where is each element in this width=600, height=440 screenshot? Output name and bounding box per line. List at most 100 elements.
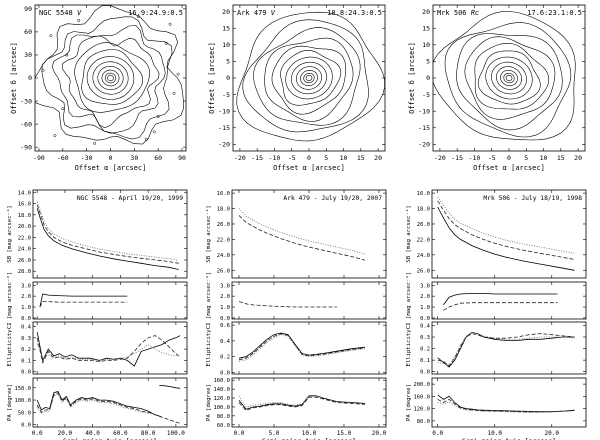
series-ellipticity-dashed bbox=[36, 335, 181, 364]
y-tick-label: 50.0 bbox=[18, 410, 31, 416]
panel-frame bbox=[231, 281, 387, 320]
contour-line bbox=[285, 56, 333, 100]
y-tick-label: 2.0 bbox=[420, 294, 430, 300]
y-tick-label: 0 bbox=[28, 74, 32, 82]
contour-line bbox=[485, 56, 533, 100]
noise-contour bbox=[53, 134, 57, 138]
x-tick-label: 0.0 bbox=[234, 430, 245, 437]
y-tick-label: 20 bbox=[422, 8, 430, 16]
y-tick-label: -10 bbox=[418, 107, 430, 115]
y-tick-label: 120.0 bbox=[413, 407, 430, 413]
contour-line bbox=[97, 66, 124, 90]
contour-line bbox=[86, 56, 135, 100]
y-tick-label: 15 bbox=[422, 24, 430, 32]
contour-line bbox=[495, 66, 523, 90]
x-tick-label: 10.0 bbox=[302, 430, 317, 437]
y-tick-label: 140.0 bbox=[213, 387, 230, 393]
noise-contour bbox=[156, 114, 160, 118]
y-tick-label: 16.0 bbox=[18, 202, 31, 208]
y-tick-label: 0.3 bbox=[21, 336, 31, 342]
y-tick-label: 200.0 bbox=[413, 382, 430, 388]
contour-line bbox=[290, 61, 328, 95]
series-group bbox=[437, 331, 575, 368]
y-tick-label: 100.0 bbox=[213, 405, 230, 411]
series-pa-solid bbox=[437, 394, 575, 413]
contour-line bbox=[264, 37, 354, 122]
series-pa-solid bbox=[36, 391, 163, 418]
contour-line bbox=[491, 61, 527, 95]
y-tick-label: 60.0 bbox=[217, 423, 230, 429]
panel-ci: 0.0 1.0 2.0 3.0 CI [mag arcsec⁻²] bbox=[405, 272, 587, 329]
y-tick-label: 30 bbox=[24, 51, 32, 59]
profile-column-ark479: 16.0 18.0 20.0 22.0 24.0 26.0 SB [mag arcsec⁻²… bbox=[205, 189, 387, 440]
y-tick-label: 0.0 bbox=[21, 370, 31, 376]
series-pa-dotted bbox=[36, 393, 149, 415]
galaxy-label: NGC 5548 V bbox=[39, 9, 82, 17]
y-axis-label: SB [mag arcsec⁻²] bbox=[6, 205, 13, 262]
contour-line bbox=[505, 75, 513, 81]
y-axis-label: Offset δ [arcsec] bbox=[10, 42, 18, 114]
panel-frame bbox=[431, 321, 587, 375]
series-pa-dashed bbox=[238, 396, 366, 411]
x-tick-label: 20.0 bbox=[372, 430, 387, 437]
x-tick-label: 10.0 bbox=[488, 430, 503, 437]
galaxy-label: Ark 479 V bbox=[237, 9, 276, 17]
y-tick-label: 80.0 bbox=[417, 419, 430, 425]
y-tick-label: -20 bbox=[418, 141, 430, 149]
series-pa-solid-outer bbox=[159, 385, 181, 389]
contour-frame bbox=[34, 4, 187, 152]
contours bbox=[433, 11, 576, 141]
series-group bbox=[36, 332, 181, 367]
contour-line bbox=[74, 42, 151, 113]
series-sb-solid bbox=[36, 207, 179, 270]
x-axis-label: Semi-major Axis [arcsec] bbox=[63, 437, 157, 440]
panel-frame bbox=[231, 377, 387, 428]
panel-ellipticity: 0.0 0.2 0.4 0.6 Ellipticity bbox=[206, 321, 387, 376]
y-axis-label: SB [mag arcsec⁻²] bbox=[405, 205, 412, 262]
x-tick-label: 40.0 bbox=[85, 430, 100, 437]
series-group bbox=[437, 394, 575, 413]
contour-line bbox=[242, 19, 369, 133]
x-tick-label: -10 bbox=[469, 154, 481, 162]
x-tick-label: 0 bbox=[109, 154, 113, 162]
panel-ellipticity: 0.0 0.1 0.2 0.3 0.4 Ellipticity bbox=[406, 321, 587, 376]
series-ellipticity-dotted bbox=[437, 331, 575, 366]
y-tick-label: 0 bbox=[226, 74, 230, 82]
x-tick-label: 0 bbox=[307, 154, 311, 162]
x-tick-label: -15 bbox=[451, 154, 463, 162]
panel-frame bbox=[32, 281, 188, 320]
y-tick-label: 0.0 bbox=[420, 316, 430, 322]
series-sb-solid bbox=[437, 206, 575, 271]
y-tick-label: 0.4 bbox=[420, 323, 431, 329]
series-group bbox=[437, 196, 575, 271]
contour-line bbox=[81, 49, 144, 105]
y-axis-label: PA [degree] bbox=[406, 384, 412, 421]
y-tick-label: 60 bbox=[24, 28, 32, 36]
y-tick-label: 22.0 bbox=[18, 235, 31, 241]
panel-frame bbox=[431, 377, 587, 428]
y-tick-label: 24.0 bbox=[417, 253, 430, 259]
series-group bbox=[238, 301, 337, 308]
series-group bbox=[36, 201, 179, 270]
x-tick-label: -5 bbox=[288, 154, 296, 162]
y-tick-label: 24.0 bbox=[217, 253, 230, 259]
y-tick-label: 14.0 bbox=[18, 190, 31, 196]
noise-contour bbox=[93, 141, 97, 145]
x-axis-label: Offset α [arcsec] bbox=[473, 164, 545, 172]
band-label: Rc bbox=[471, 9, 479, 17]
y-tick-label: 0.1 bbox=[21, 358, 31, 364]
galaxy-label: Mrk 506 Rc bbox=[437, 9, 479, 17]
y-tick-label: 15 bbox=[222, 24, 230, 32]
y-tick-label: 24.0 bbox=[18, 247, 31, 253]
series-sb-dotted bbox=[36, 201, 179, 261]
contour-line bbox=[253, 27, 361, 126]
x-tick-label: 5 bbox=[324, 154, 328, 162]
x-tick-label: 60.0 bbox=[113, 430, 128, 437]
y-tick-label: 0.0 bbox=[220, 370, 230, 376]
y-tick-label: 0 bbox=[426, 74, 430, 82]
panel-ci: 0.0 1.0 2.0 3.0 CI [mag arcsec⁻²] bbox=[205, 272, 387, 329]
contour-line bbox=[41, 16, 173, 140]
y-tick-label: 3.0 bbox=[220, 283, 230, 289]
profile-title: NGC 5548 - April 19/20, 1999 bbox=[77, 195, 183, 202]
